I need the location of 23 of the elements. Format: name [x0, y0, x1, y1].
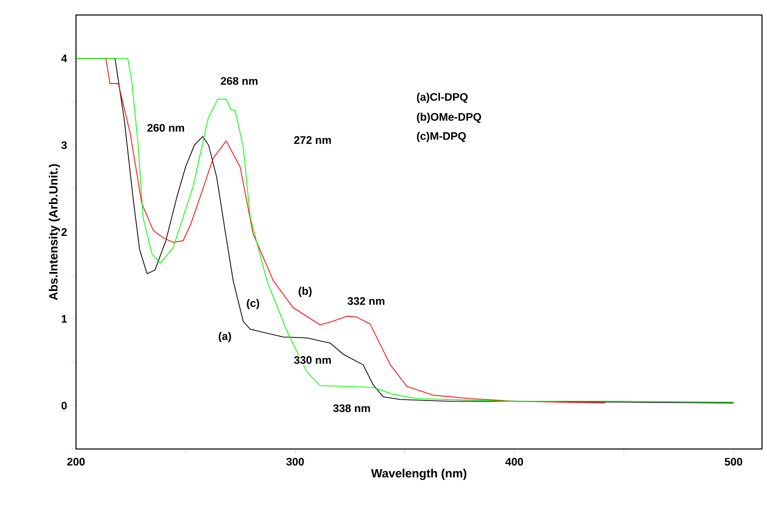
- x-tick-label: 300: [286, 458, 304, 466]
- x-tick-label: 200: [67, 458, 85, 466]
- y-tick-label: 2: [61, 228, 67, 236]
- y-tick-label: 0: [62, 402, 67, 410]
- annotation: (a)Cl-DPQ: [416, 92, 468, 103]
- x-tick-label: 400: [505, 458, 524, 466]
- y-tick-label: 4: [61, 54, 68, 62]
- annotation: 260 nm: [147, 124, 184, 132]
- y-tick-label: 3: [61, 141, 67, 150]
- annotation: (a): [218, 332, 232, 342]
- annotation: 268 nm: [220, 77, 258, 85]
- x-tick-label: 500: [724, 458, 742, 466]
- annotation: 272 nm: [294, 136, 331, 144]
- annotation: (c)M-DPQ: [416, 132, 466, 142]
- annotation: 338 nm: [333, 404, 370, 412]
- annotation: (b)OMe-DPQ: [416, 112, 482, 123]
- annotation: (b): [298, 286, 312, 297]
- y-axis-title: Abs.Intensity (Arb.Unit.): [48, 164, 60, 300]
- annotation: 330 nm: [294, 356, 331, 364]
- annotation: (c): [246, 298, 260, 310]
- y-tick-label: 1: [62, 315, 67, 323]
- x-axis-title: Wavelength (nm): [371, 468, 466, 480]
- annotation: 332 nm: [348, 297, 384, 305]
